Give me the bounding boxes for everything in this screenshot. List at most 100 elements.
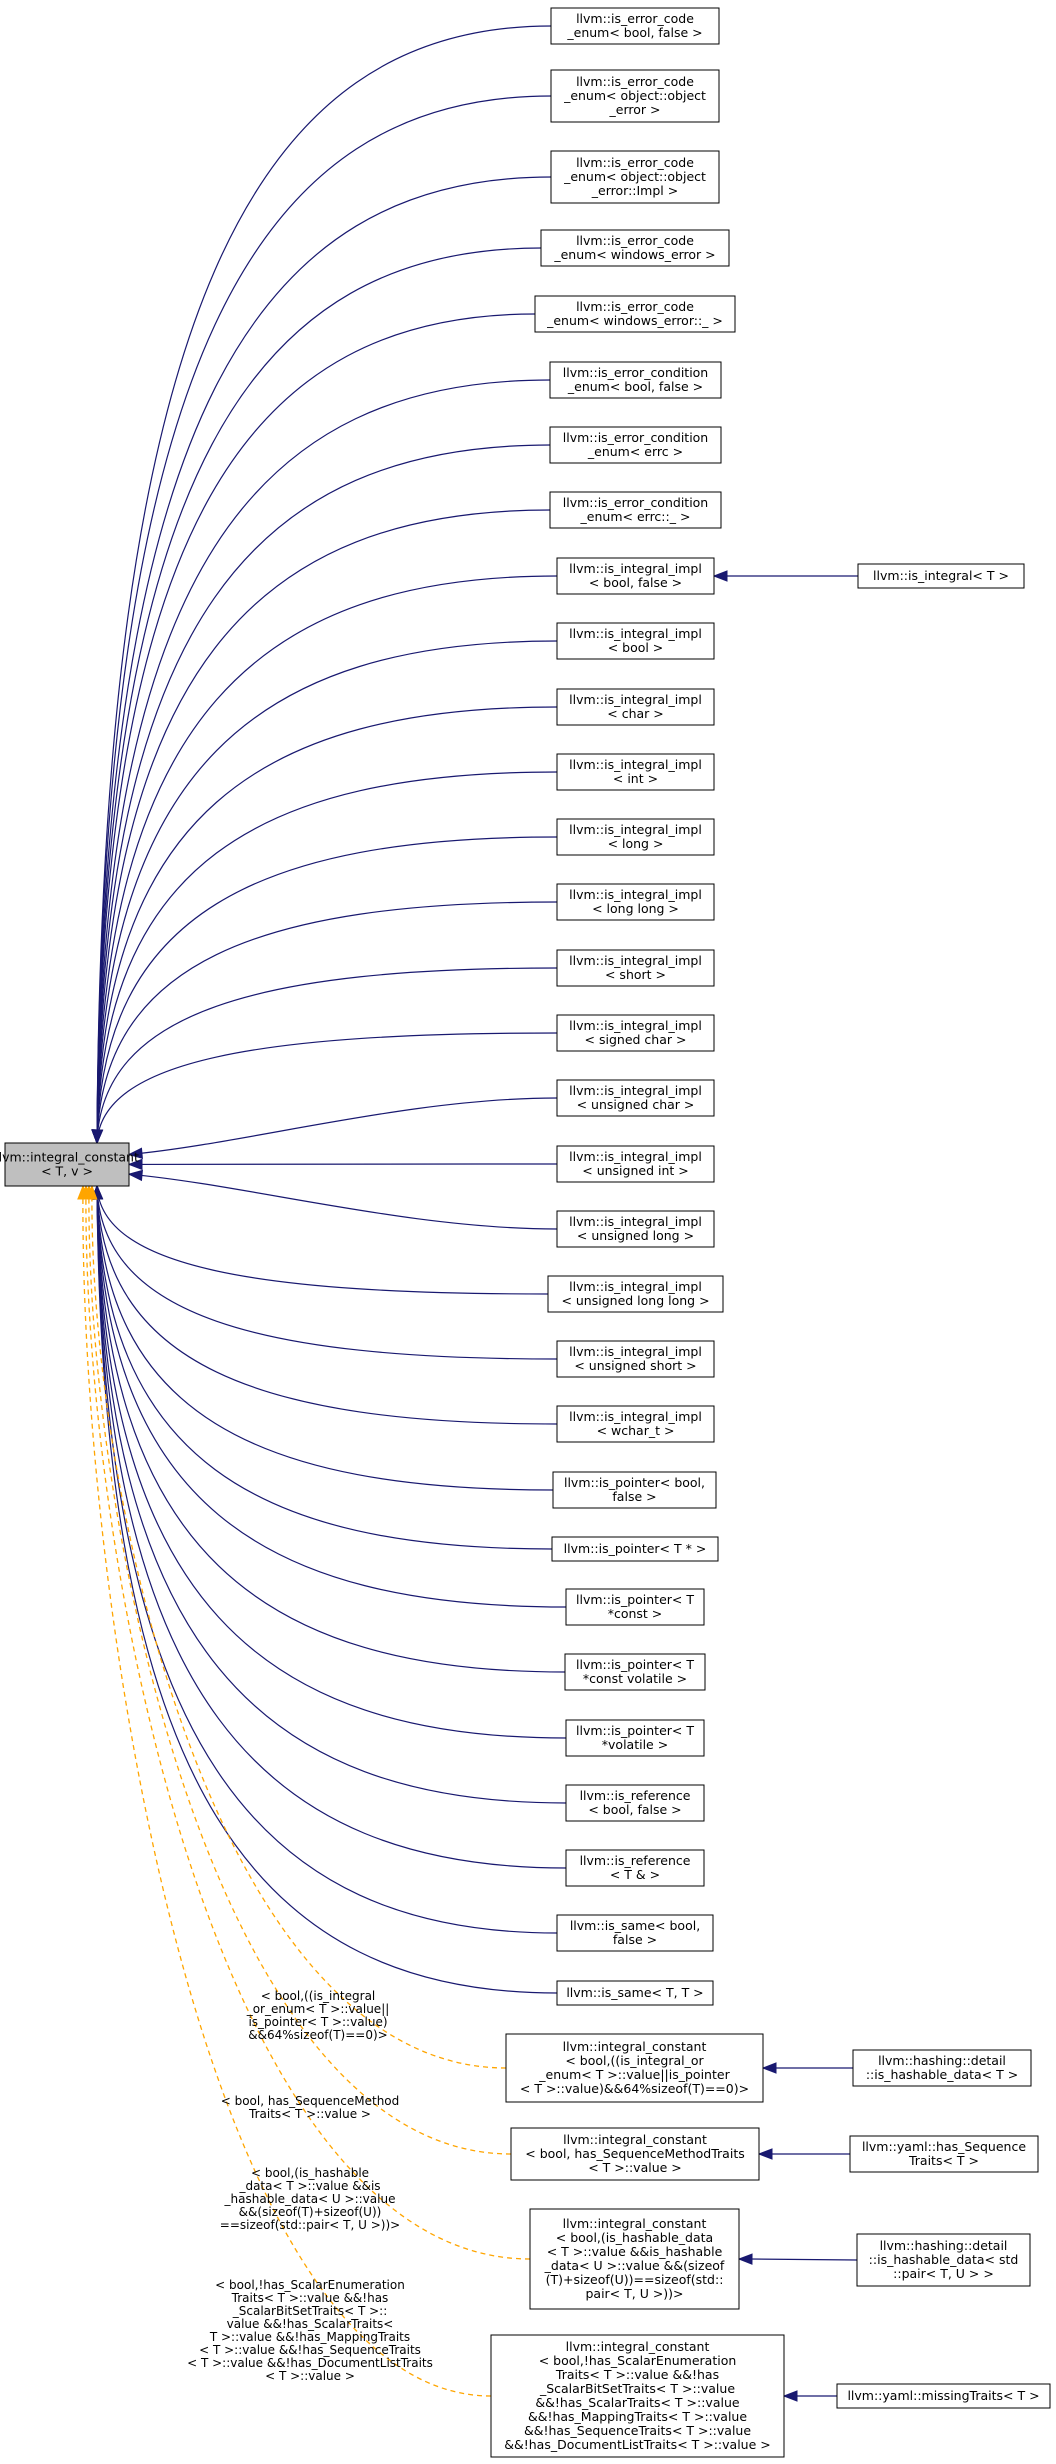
class-node[interactable]: llvm::yaml::has_SequenceTraits< T > <box>849 2135 1039 2173</box>
template-edge-label: < T >::value &&!has_SequenceTraits <box>199 2343 421 2357</box>
template-edge-label: < bool,(is_hashable <box>251 2166 369 2180</box>
class-node-label: _enum< object::object <box>563 88 706 103</box>
class-node[interactable]: llvm::is_integral_impl< char > <box>556 688 715 726</box>
class-node-label: *const > <box>608 1606 663 1621</box>
class-node[interactable]: llvm::integral_constant< bool,((is_integ… <box>505 2033 764 2103</box>
class-node-label: ::is_hashable_data< T > <box>866 2067 1018 2082</box>
class-node-label: llvm::is_integral_impl <box>569 953 702 968</box>
class-node[interactable]: llvm::is_integral_impl< unsigned int > <box>556 1145 715 1183</box>
edges-layer <box>77 25 858 2402</box>
template-edge <box>91 1185 507 2069</box>
class-node[interactable]: llvm::is_integral_impl< wchar_t > <box>556 1405 715 1443</box>
class-node-box <box>556 883 715 921</box>
class-node-box <box>556 818 715 856</box>
class-node-label: < unsigned long long > <box>561 1293 709 1308</box>
class-node[interactable]: llvm::integral_constant< bool,!has_Scala… <box>490 2334 785 2458</box>
class-node[interactable]: llvm::is_integral_impl< bool, false > <box>556 557 715 595</box>
class-node[interactable]: llvm::hashing::detail::is_hashable_data<… <box>856 2233 1031 2287</box>
class-node[interactable]: llvm::is_pointer< T * > <box>551 1536 719 1562</box>
edge-arrowhead <box>782 2390 798 2402</box>
class-node-box <box>565 1784 705 1822</box>
class-node-box <box>540 229 730 267</box>
inheritance-edge <box>128 1097 558 1156</box>
class-node[interactable]: llvm::is_error_code_enum< bool, false > <box>550 7 720 45</box>
class-node-box <box>490 2334 785 2458</box>
class-node-label: ::is_hashable_data< std <box>869 2252 1019 2267</box>
inheritance-edge <box>128 1173 558 1230</box>
class-node[interactable]: llvm::is_same< bool,false > <box>556 1914 714 1952</box>
class-node[interactable]: llvm::is_integral_impl< long long > <box>556 883 715 921</box>
class-node-label: < signed char > <box>585 1032 687 1047</box>
class-node[interactable]: llvm::is_pointer< T*const > <box>565 1588 705 1626</box>
class-node[interactable]: llvm::is_same< T, T > <box>556 1980 714 2006</box>
class-node[interactable]: llvm::is_integral_impl< unsigned long > <box>556 1210 715 1248</box>
class-node[interactable]: llvm::is_integral_impl< bool > <box>556 622 715 660</box>
class-node-label: llvm::is_integral_impl <box>569 1279 702 1294</box>
class-node[interactable]: llvm::is_integral_impl< unsigned char > <box>556 1079 715 1117</box>
class-node[interactable]: llvm::integral_constant< bool, has_Seque… <box>510 2127 760 2181</box>
class-node-box <box>849 2135 1039 2173</box>
template-edge-label: < T >::value &&!has_DocumentListTraits <box>187 2356 433 2370</box>
class-node[interactable]: llvm::is_pointer< T*volatile > <box>565 1719 705 1757</box>
class-node[interactable]: llvm::integral_constant< bool,(is_hashab… <box>529 2208 740 2310</box>
class-node[interactable]: llvm::is_error_code_enum< windows_error:… <box>534 295 736 333</box>
inheritance-edge <box>96 1185 558 1360</box>
class-node-box <box>565 1719 705 1757</box>
class-node-box <box>565 1588 705 1626</box>
class-node[interactable]: llvm::is_pointer< bool,false > <box>552 1471 717 1509</box>
class-node[interactable]: llvm::is_integral_impl< unsigned short > <box>556 1340 715 1378</box>
template-edge <box>88 1185 512 2155</box>
class-node[interactable]: llvm::is_error_code_enum< object::object… <box>550 150 720 204</box>
class-node[interactable]: llvm::is_integral_impl< signed char > <box>556 1014 715 1052</box>
class-node-label: llvm::is_same< T, T > <box>566 1985 703 2000</box>
class-node-label: llvm::integral_constant <box>0 1150 139 1165</box>
inheritance-edge <box>96 1032 558 1144</box>
class-node-box <box>856 2233 1031 2287</box>
class-node-label: _error::Impl > <box>591 183 678 198</box>
class-node[interactable]: llvm::yaml::missingTraits< T > <box>836 2383 1051 2409</box>
class-node-label: llvm::is_integral_impl <box>569 822 702 837</box>
class-node-label: llvm::is_reference <box>580 1788 691 1803</box>
class-node-label: llvm::integral_constant <box>563 2039 707 2054</box>
class-node[interactable]: llvm::is_error_code_enum< windows_error … <box>540 229 730 267</box>
class-node-label: llvm::integral_constant <box>563 2216 707 2231</box>
class-node[interactable]: llvm::is_error_code_enum< object::object… <box>550 69 720 123</box>
class-node[interactable]: llvm::is_integral_impl< int > <box>556 753 715 791</box>
class-node[interactable]: llvm::is_pointer< T*const volatile > <box>564 1653 706 1691</box>
class-node[interactable]: llvm::is_integral_impl< unsigned long lo… <box>547 1275 724 1313</box>
class-node[interactable]: llvm::is_error_condition_enum< bool, fal… <box>549 361 722 399</box>
class-node-label: _enum< errc::_ > <box>580 509 691 524</box>
class-node[interactable]: llvm::is_reference< T & > <box>565 1849 705 1887</box>
inheritance-edge <box>96 1185 567 1869</box>
inheritance-edge <box>96 1185 558 1934</box>
class-node-label: false > <box>612 1489 656 1504</box>
class-node[interactable]: llvm::is_reference< bool, false > <box>565 1784 705 1822</box>
inheritance-edge <box>96 706 558 1144</box>
class-node[interactable]: llvm::is_error_condition_enum< errc > <box>549 426 722 464</box>
class-node-label: llvm::yaml::has_Sequence <box>862 2139 1026 2154</box>
class-node-label: Traits< T >::value &&!has <box>555 2367 719 2382</box>
template-edge-label: Traits< T >::value &&!has <box>231 2291 389 2305</box>
inheritance-edge <box>96 1185 567 1608</box>
class-node-label: < wchar_t > <box>597 1423 675 1438</box>
class-node-box <box>852 2049 1032 2087</box>
template-edge-label: ==sizeof(std::pair< T, U >))> <box>220 2218 400 2232</box>
inheritance-edge <box>96 771 558 1144</box>
class-node[interactable]: llvm::integral_constant< T, v > <box>0 1142 139 1187</box>
edge-labels-layer: < bool,((is_integral_or_enum< T >::value… <box>187 1989 433 2383</box>
inheritance-edge <box>96 1185 567 1804</box>
class-node[interactable]: llvm::hashing::detail::is_hashable_data<… <box>852 2049 1032 2087</box>
template-edge-label: _ScalarBitSetTraits< T >:: <box>232 2304 387 2318</box>
template-edge-label: is_pointer< T >::value) <box>248 2015 387 2029</box>
class-node[interactable]: llvm::is_integral< T > <box>857 563 1025 589</box>
class-node-label: llvm::is_error_code <box>576 233 694 248</box>
class-node-box <box>556 622 715 660</box>
edge-arrowhead <box>91 1129 104 1145</box>
class-node[interactable]: llvm::is_integral_impl< long > <box>556 818 715 856</box>
edge-arrowhead <box>127 1158 143 1171</box>
class-node[interactable]: llvm::is_error_condition_enum< errc::_ > <box>549 491 722 529</box>
class-node-label: < T >::value > <box>588 2160 682 2175</box>
class-node[interactable]: llvm::is_integral_impl< short > <box>556 949 715 987</box>
class-node-label: llvm::is_integral_impl <box>569 757 702 772</box>
class-node-box <box>556 1079 715 1117</box>
